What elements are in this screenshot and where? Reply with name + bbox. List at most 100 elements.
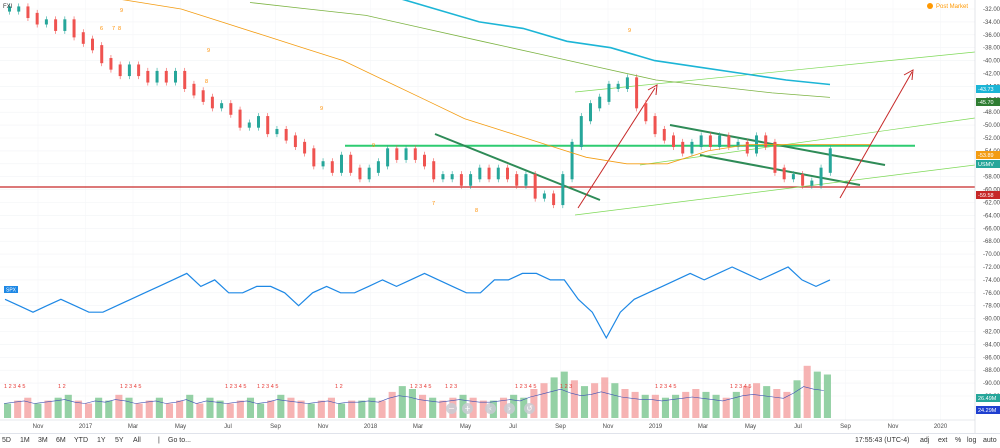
candle-body bbox=[330, 161, 334, 173]
volume-bar bbox=[469, 397, 477, 418]
percent-toggle[interactable]: % bbox=[955, 437, 962, 444]
candle-body bbox=[607, 83, 611, 102]
candle-body bbox=[699, 135, 703, 148]
channel-line-mid bbox=[639, 117, 976, 166]
ext-toggle[interactable]: ext bbox=[938, 437, 948, 444]
price-tick-label: -48.00 bbox=[983, 110, 1000, 116]
candle-body bbox=[469, 174, 473, 186]
candle-body bbox=[819, 167, 823, 186]
scroll-right-button[interactable]: › bbox=[504, 403, 515, 414]
candle-body bbox=[192, 83, 196, 96]
range-button-3m[interactable]: 3M bbox=[38, 437, 48, 444]
price-tick-label: -88.00 bbox=[983, 368, 1000, 374]
arrow-line-1 bbox=[577, 87, 656, 209]
price-badge bbox=[976, 160, 1000, 168]
spx-label-box bbox=[4, 286, 18, 293]
time-tick-label: Sep bbox=[840, 424, 851, 430]
volume-ma-line bbox=[3, 386, 824, 404]
price-badge bbox=[976, 191, 1000, 199]
range-button-ytd[interactable]: YTD bbox=[74, 437, 88, 444]
volume-bar bbox=[570, 380, 578, 418]
candle-body bbox=[164, 70, 168, 83]
spx-line-path bbox=[4, 266, 831, 340]
overlay-lines bbox=[0, 51, 976, 216]
time-tick-label: May bbox=[175, 424, 186, 430]
candle-body bbox=[257, 116, 260, 128]
price-axis[interactable]: -32.00-34.00-36.00-38.00-40.00-42.00-44.… bbox=[974, 0, 1000, 434]
volume-bar bbox=[550, 377, 558, 418]
moving-averages bbox=[122, 0, 870, 165]
candle-body bbox=[459, 174, 463, 186]
goto-button[interactable]: Go to... bbox=[168, 437, 191, 444]
zoom-in-button[interactable]: + bbox=[462, 403, 473, 414]
candle-body bbox=[570, 141, 574, 180]
volume-bar bbox=[165, 403, 174, 418]
price-tick-label: -36.00 bbox=[983, 33, 1000, 39]
candle-body bbox=[404, 148, 408, 160]
range-button-5d[interactable]: 5D bbox=[2, 437, 11, 444]
spx-line: SPX bbox=[4, 266, 831, 340]
range-button-5y[interactable]: 5Y bbox=[115, 437, 124, 444]
volume-bar bbox=[742, 386, 750, 418]
volume-bar bbox=[621, 389, 629, 418]
time-tick-label: 2018 bbox=[364, 424, 378, 430]
price-badge bbox=[976, 151, 1000, 159]
volume-bar bbox=[702, 391, 710, 418]
reset-chart-button[interactable]: ↺ bbox=[524, 403, 535, 414]
candle-body bbox=[598, 96, 602, 109]
candle-body bbox=[524, 174, 528, 186]
spx-label: SPX bbox=[6, 288, 17, 294]
td-count-label: 8 bbox=[475, 208, 478, 214]
range-button-all[interactable]: All bbox=[133, 437, 141, 444]
log-toggle[interactable]: log bbox=[967, 437, 977, 444]
range-button-6m[interactable]: 6M bbox=[56, 437, 66, 444]
volume-bar bbox=[74, 400, 82, 418]
volume-bar bbox=[348, 400, 356, 418]
volume-td-label: 1 2 3 4 5 bbox=[515, 384, 536, 390]
zoom-out-button[interactable]: − bbox=[446, 403, 457, 414]
volume-td-label: 1 2 3 4 5 bbox=[257, 384, 278, 390]
price-tick-label: -84.00 bbox=[983, 342, 1000, 348]
td-count-label: 6 bbox=[100, 26, 103, 32]
price-tick-label: -50.00 bbox=[983, 123, 1000, 129]
candle-body bbox=[690, 141, 694, 154]
candle-body bbox=[616, 83, 620, 89]
volume-bar bbox=[479, 400, 487, 418]
candle-body bbox=[764, 135, 768, 148]
price-tick-label: -64.00 bbox=[983, 213, 1000, 219]
candle-body bbox=[367, 167, 371, 180]
auto-toggle[interactable]: auto bbox=[983, 437, 997, 444]
post-market-icon bbox=[927, 3, 933, 9]
td-count-label: 8 bbox=[118, 26, 121, 32]
candle-body bbox=[146, 70, 150, 83]
candle-body bbox=[183, 70, 187, 89]
time-tick-label: Nov bbox=[33, 424, 44, 430]
candle-body bbox=[63, 19, 67, 31]
volume-bar bbox=[105, 400, 113, 418]
td-count-label: 8 bbox=[205, 79, 208, 85]
channel-line-lower bbox=[574, 164, 976, 216]
volume-td-label: 1 2 3 4 5 bbox=[225, 384, 246, 390]
line-sma200-teal bbox=[401, 0, 831, 86]
range-button-1y[interactable]: 1Y bbox=[97, 437, 106, 444]
price-badge-text: -43.73 bbox=[978, 87, 994, 93]
candle-body bbox=[349, 154, 353, 173]
bottom-toolbar: 5D 1M 3M 6M YTD 1Y 5Y All | Go to... 17:55:43 (UTC… bbox=[0, 433, 1000, 448]
candle-body bbox=[496, 167, 500, 180]
time-tick-label: 2019 bbox=[649, 424, 663, 430]
candle-body bbox=[579, 116, 583, 148]
volume-bar bbox=[277, 394, 285, 418]
price-tick-label: -80.00 bbox=[983, 317, 1000, 323]
candle-body bbox=[127, 64, 131, 77]
time-axis[interactable]: Nov 2017 Mar May Jul Sep Nov 2018 Mar May Jul Sep No… bbox=[0, 419, 975, 430]
range-button-1m[interactable]: 1M bbox=[20, 437, 30, 444]
status-time: 17:55:43 (UTC-4) bbox=[855, 437, 910, 444]
price-tick-label: -38.00 bbox=[983, 46, 1000, 52]
post-market-label: Post Market bbox=[936, 4, 968, 10]
adj-toggle[interactable]: adj bbox=[920, 437, 930, 444]
volume-bar bbox=[34, 403, 42, 418]
volume-bar bbox=[682, 391, 690, 418]
candle-body bbox=[44, 19, 48, 25]
scroll-left-button[interactable]: ‹ bbox=[485, 403, 496, 414]
